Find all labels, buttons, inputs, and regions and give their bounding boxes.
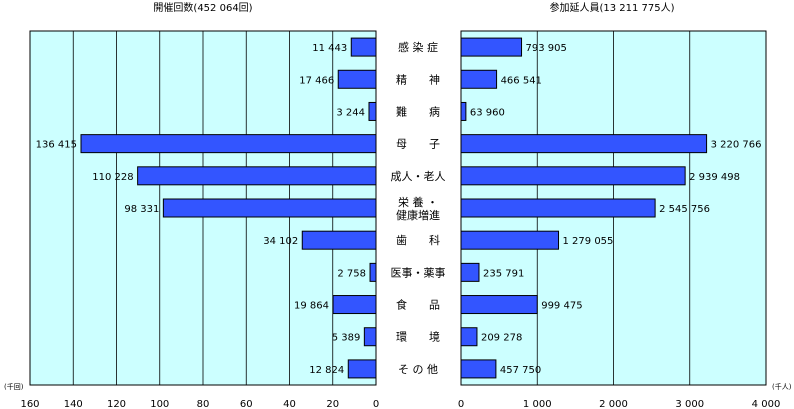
left-bar	[369, 262, 377, 282]
left-value-label: 2 758	[337, 268, 366, 279]
category-label: そ の 他	[398, 363, 438, 376]
right-tick-label: 1 000	[523, 399, 552, 409]
right-chart-title: 参加延人員(13 211 775人)	[549, 1, 674, 14]
left-chart-title: 開催回数(452 064回)	[153, 1, 252, 14]
right-value-label: 1 279 055	[563, 236, 614, 247]
right-value-label: 999 475	[541, 301, 582, 312]
left-bar	[350, 37, 377, 57]
category-label: 感 染 症	[398, 40, 438, 54]
left-value-label: 17 466	[299, 75, 334, 86]
category-label: 精 神	[396, 72, 440, 86]
right-unit-label: (千人)	[772, 382, 792, 391]
category-label: 食 品	[396, 298, 440, 312]
left-bar	[363, 327, 377, 347]
right-value-label: 457 750	[500, 365, 541, 376]
right-bar	[460, 198, 656, 218]
left-value-label: 136 415	[36, 140, 77, 151]
left-tick-label: 20	[326, 399, 339, 409]
category-label: 医事・薬事	[391, 266, 446, 279]
left-value-label: 34 102	[263, 236, 298, 247]
right-tick-label: 4 000	[752, 399, 781, 409]
right-bar	[460, 166, 686, 186]
left-tick-label: 60	[240, 399, 253, 409]
category-label: 母 子	[396, 138, 440, 151]
left-tick-label: 120	[107, 399, 126, 409]
right-tick-label: 0	[458, 399, 464, 409]
category-label: 環 境	[396, 330, 440, 344]
left-bar	[162, 198, 377, 218]
left-value-label: 110 228	[92, 172, 133, 183]
right-bar	[460, 69, 498, 89]
right-tick-label: 2 000	[599, 399, 628, 409]
left-tick-label: 80	[197, 399, 210, 409]
right-value-label: 466 541	[501, 75, 542, 86]
right-value-label: 3 220 766	[711, 140, 762, 151]
left-value-label: 3 244	[336, 107, 365, 118]
right-bar	[460, 262, 480, 282]
right-bar	[460, 230, 560, 250]
right-value-label: 235 791	[483, 268, 524, 279]
right-bar	[460, 295, 538, 315]
left-tick-label: 100	[150, 399, 169, 409]
category-label: 栄 養 ・	[398, 195, 438, 209]
left-value-label: 5 389	[332, 333, 361, 344]
right-value-label: 2 939 498	[689, 172, 740, 183]
left-bar	[347, 359, 377, 379]
left-value-label: 11 443	[312, 43, 347, 54]
left-bar	[332, 295, 377, 315]
right-value-label: 63 960	[470, 107, 505, 118]
category-label: 歯 科	[396, 233, 440, 247]
left-tick-label: 160	[20, 399, 39, 409]
left-value-label: 12 824	[309, 365, 344, 376]
left-tick-label: 0	[373, 399, 379, 409]
right-bar	[460, 101, 467, 121]
right-tick-label: 3 000	[675, 399, 704, 409]
left-value-label: 19 864	[294, 301, 329, 312]
left-bar	[80, 134, 377, 154]
left-bar	[337, 69, 377, 89]
category-label: 成人・老人	[391, 170, 446, 183]
category-label: 難 病	[396, 104, 440, 118]
left-bar	[368, 101, 377, 121]
left-tick-label: 40	[283, 399, 296, 409]
right-bar	[460, 359, 497, 379]
right-value-label: 2 545 756	[659, 204, 710, 215]
right-value-label: 793 905	[526, 43, 567, 54]
left-value-label: 98 331	[124, 204, 159, 215]
left-unit-label: (千回)	[4, 382, 24, 391]
right-bar	[460, 37, 523, 57]
category-label: 健康増進	[396, 208, 440, 222]
left-bar	[137, 166, 377, 186]
right-bar	[460, 134, 708, 154]
right-value-label: 209 278	[481, 333, 522, 344]
left-tick-label: 140	[64, 399, 83, 409]
left-bar	[301, 230, 377, 250]
right-bar	[460, 327, 478, 347]
